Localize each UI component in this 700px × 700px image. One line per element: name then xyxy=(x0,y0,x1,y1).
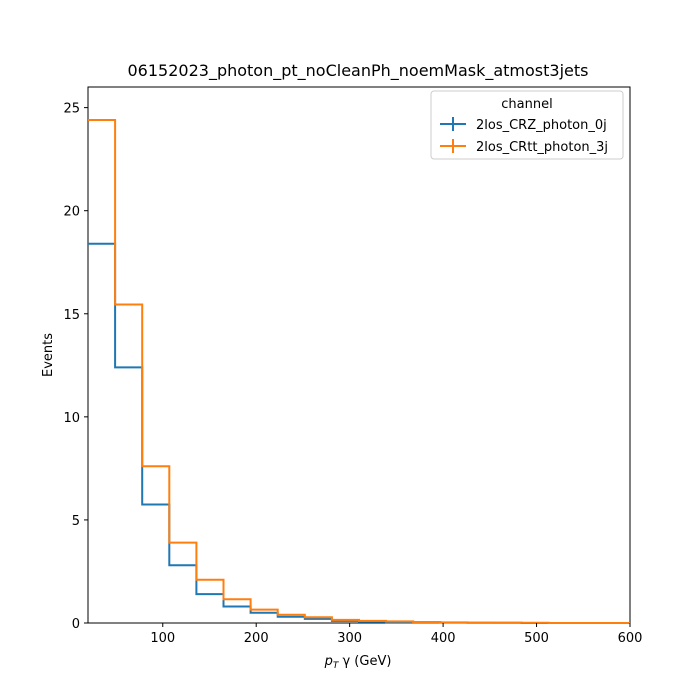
legend: channel 2los_CRZ_photon_0j 2los_CRtt_phot… xyxy=(430,90,624,160)
legend-box xyxy=(430,90,624,160)
x-tick-label-200: 200 xyxy=(244,631,269,646)
x-axis: 100 200 300 400 500 600 xyxy=(150,623,642,646)
legend-label-2: 2los_CRtt_photon_3j xyxy=(476,140,608,155)
chart-title: 06152023_photon_pt_noCleanPh_noemMask_at… xyxy=(128,61,589,81)
legend-entry-2: 2los_CRtt_photon_3j xyxy=(440,139,608,155)
x-axis-label: pT γ (GeV) xyxy=(324,654,392,671)
x-tick-label-300: 300 xyxy=(337,631,362,646)
x-tick-label-600: 600 xyxy=(618,631,643,646)
series-layer xyxy=(88,119,630,624)
legend-entry-1: 2los_CRZ_photon_0j xyxy=(440,117,607,133)
legend-entries: 2los_CRZ_photon_0j 2los_CRtt_photon_3j xyxy=(440,117,608,155)
x-axis-label-p: p xyxy=(324,654,333,669)
y-axis-label: Events xyxy=(41,333,56,377)
y-tick-label-25: 25 xyxy=(63,102,80,117)
y-tick-label-15: 15 xyxy=(63,308,80,323)
y-tick-label-5: 5 xyxy=(72,514,80,529)
y-tick-label-10: 10 xyxy=(63,411,80,426)
series-line-2 xyxy=(88,119,630,624)
x-axis-label-subscript: T xyxy=(333,661,340,671)
x-tick-label-100: 100 xyxy=(150,631,175,646)
axes-frame xyxy=(87,86,631,624)
legend-title: channel xyxy=(501,97,552,112)
x-axis-label-rest: γ (GeV) xyxy=(338,654,391,669)
x-tick-label-400: 400 xyxy=(431,631,456,646)
y-axis: 0 5 10 15 20 25 xyxy=(63,102,88,632)
y-tick-label-20: 20 xyxy=(63,205,80,220)
y-tick-label-0: 0 xyxy=(72,617,80,632)
legend-label-1: 2los_CRZ_photon_0j xyxy=(476,118,607,133)
plot-area xyxy=(87,86,631,624)
x-tick-label-500: 500 xyxy=(524,631,549,646)
series-2 xyxy=(88,119,630,624)
